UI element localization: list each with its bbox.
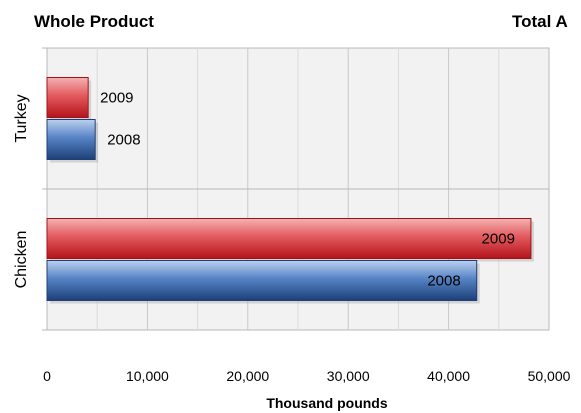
bar-turkey-2009 bbox=[46, 77, 89, 118]
bar-data-label: 2008 bbox=[107, 132, 140, 149]
category-label: Turkey bbox=[13, 94, 30, 142]
x-tick-label: 50,000 bbox=[528, 368, 571, 384]
category-label: Chicken bbox=[13, 231, 30, 289]
x-tick-label: 40,000 bbox=[427, 368, 470, 384]
x-tick-label: 30,000 bbox=[327, 368, 370, 384]
bar-turkey-2008 bbox=[46, 119, 96, 160]
bar-data-label: 2009 bbox=[100, 90, 133, 107]
x-tick-label: 0 bbox=[43, 368, 51, 384]
bar-chicken-2008 bbox=[46, 260, 478, 301]
chart-heading-right: Total A bbox=[512, 12, 568, 31]
x-axis-title: Thousand pounds bbox=[266, 395, 388, 411]
bar-data-label: 2009 bbox=[482, 231, 515, 248]
bar-chicken-2009 bbox=[46, 218, 532, 259]
bar-data-label: 2008 bbox=[427, 273, 460, 290]
x-tick-label: 20,000 bbox=[226, 368, 269, 384]
x-tick-label: 10,000 bbox=[126, 368, 169, 384]
chart-heading-left: Whole Product bbox=[34, 12, 154, 31]
